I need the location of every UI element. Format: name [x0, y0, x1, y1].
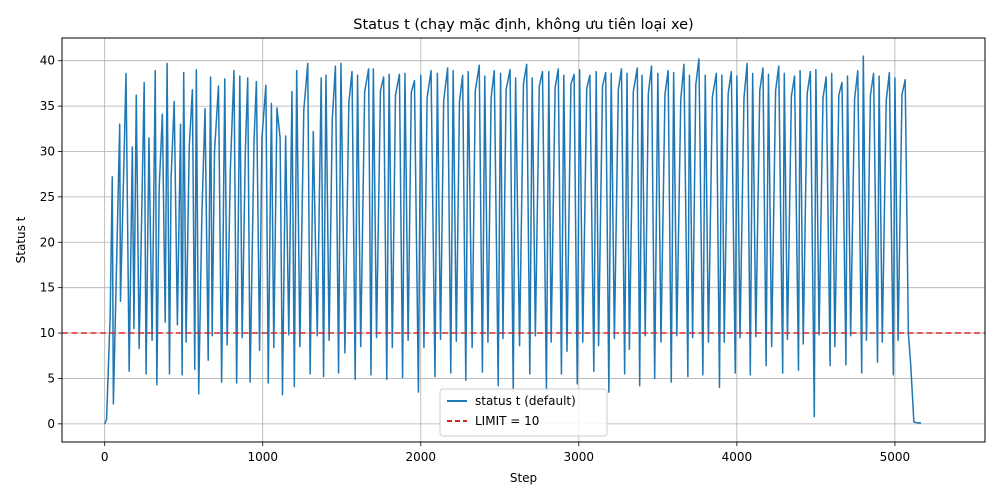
legend-label-limit: LIMIT = 10 [475, 414, 539, 428]
y-tick-label: 30 [40, 144, 55, 158]
series-line-status-t [103, 55, 921, 425]
x-axis-label: Step [510, 471, 537, 485]
x-tick-label: 3000 [564, 450, 595, 464]
y-tick-label: 25 [40, 190, 55, 204]
x-tick-label: 1000 [247, 450, 278, 464]
y-tick-label: 0 [47, 417, 55, 431]
x-tick-label: 0 [101, 450, 109, 464]
y-axis: 0 5 10 15 20 25 30 35 40 [40, 54, 62, 431]
legend: status t (default) LIMIT = 10 [439, 388, 608, 437]
legend-label-status: status t (default) [475, 394, 576, 408]
y-tick-label: 35 [40, 99, 55, 113]
y-tick-label: 10 [40, 326, 55, 340]
series-layer [62, 55, 985, 425]
chart-title: Status t (chạy mặc định, không ưu tiên l… [353, 17, 693, 33]
y-tick-label: 20 [40, 235, 55, 249]
plot-area-frame [61, 37, 986, 443]
y-tick-label: 5 [47, 371, 55, 385]
x-tick-label: 2000 [405, 450, 436, 464]
legend-box [439, 388, 608, 437]
y-tick-label: 40 [40, 54, 55, 68]
y-axis-label: Status t [14, 216, 28, 263]
x-tick-label: 4000 [722, 450, 753, 464]
x-tick-label: 5000 [880, 450, 911, 464]
y-tick-label: 15 [40, 281, 55, 295]
x-axis: 0 1000 2000 3000 4000 5000 [101, 442, 910, 464]
